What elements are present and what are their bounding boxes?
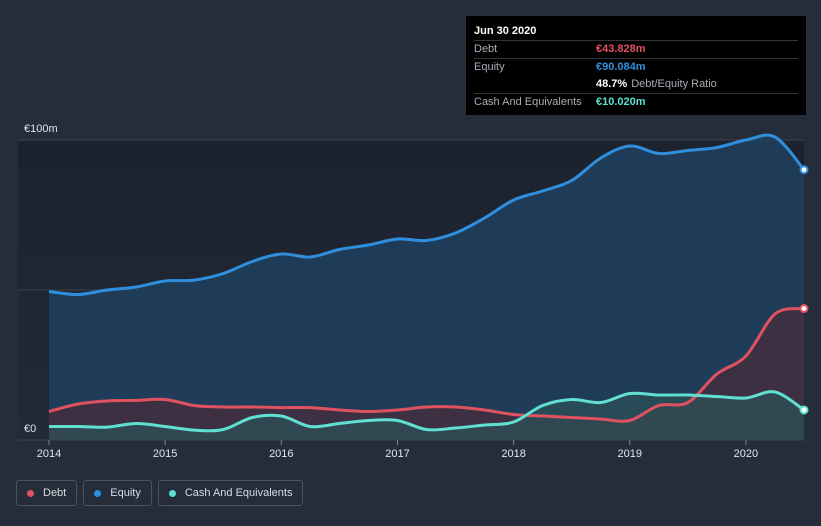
x-tick-label-2016: 2016: [269, 448, 293, 460]
tooltip: Jun 30 2020 Debt €43.828m Equity €90.084…: [466, 16, 806, 115]
tooltip-row-ratio: 48.7% Debt/Equity Ratio: [474, 76, 798, 94]
tooltip-ratio-text: Debt/Equity Ratio: [631, 78, 717, 90]
tooltip-value-debt: €43.828m: [596, 43, 646, 55]
legend-item-equity[interactable]: Equity: [83, 480, 152, 506]
x-axis-ticks: 2014 2015 2016 2017 2018 2019 2020: [37, 440, 758, 460]
cash-and-equivalents-end-point: [799, 405, 809, 415]
tooltip-row-equity: Equity €90.084m: [474, 59, 798, 76]
legend-item-debt[interactable]: Debt: [16, 480, 78, 506]
series-lines: [48, 133, 806, 433]
equity-dot-icon: [94, 489, 102, 497]
tooltip-label-equity: Equity: [474, 61, 505, 73]
x-tick-label-2019: 2019: [618, 448, 642, 460]
tooltip-row-cash: Cash And Equivalents €10.020m: [474, 94, 798, 111]
cash-and-equivalents-line: [48, 390, 805, 433]
debt-end-point: [799, 304, 809, 314]
legend-item-cash[interactable]: Cash And Equivalents: [157, 480, 304, 506]
tooltip-label-cash: Cash And Equivalents: [474, 96, 582, 108]
equity-end-point: [799, 165, 809, 175]
legend-label-cash: Cash And Equivalents: [184, 487, 293, 499]
equity-area: [49, 135, 804, 440]
debt-dot-icon: [27, 489, 34, 497]
equity-line: [48, 133, 806, 297]
x-tick-label-2017: 2017: [385, 448, 409, 460]
x-tick-label-2018: 2018: [501, 448, 525, 460]
tooltip-value-equity: €90.084m: [596, 61, 646, 73]
x-tick-label-2020: 2020: [734, 448, 758, 460]
debt-line: [48, 307, 805, 423]
x-tick-label-2015: 2015: [153, 448, 177, 460]
series-end-points: [799, 165, 809, 415]
legend-label-equity: Equity: [110, 487, 141, 499]
y-axis-label-top: €100m: [24, 123, 58, 135]
tooltip-date: Jun 30 2020: [474, 22, 798, 41]
tooltip-value-cash: €10.020m: [596, 96, 646, 108]
legend-label-debt: Debt: [43, 487, 67, 499]
x-tick-label-2014: 2014: [37, 448, 61, 460]
tooltip-row-debt: Debt €43.828m: [474, 41, 798, 59]
chart-legend: Debt Equity Cash And Equivalents: [16, 480, 304, 506]
cash-and-equivalents-area: [49, 391, 804, 440]
y-axis-label-zero: €0: [24, 423, 36, 435]
cash-dot-icon: [168, 489, 176, 497]
tooltip-ratio-value: 48.7%: [596, 78, 628, 90]
tooltip-label-debt: Debt: [474, 43, 498, 55]
